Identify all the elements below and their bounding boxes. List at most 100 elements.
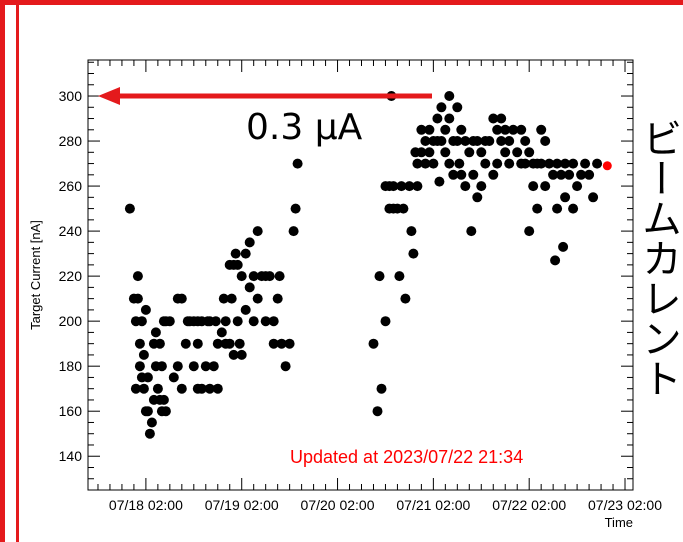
data-point — [472, 136, 483, 146]
data-point — [496, 113, 507, 124]
data-point — [436, 102, 447, 113]
data-point — [176, 383, 187, 394]
data-point — [400, 293, 411, 304]
data-point — [234, 338, 245, 349]
data-point — [432, 113, 443, 124]
data-point — [292, 158, 303, 169]
data-point — [460, 136, 471, 146]
data-point — [420, 136, 431, 146]
data-point — [374, 271, 385, 282]
data-point — [468, 169, 479, 180]
data-point — [552, 203, 563, 214]
data-point — [236, 271, 247, 282]
data-point — [280, 361, 291, 372]
data-point — [144, 428, 155, 439]
data-point — [464, 147, 475, 158]
data-point — [428, 158, 439, 169]
data-point — [248, 271, 259, 282]
data-point — [480, 158, 491, 169]
data-point — [500, 124, 511, 135]
data-point — [164, 316, 175, 327]
y-tick-label: 140 — [59, 448, 83, 464]
data-point — [142, 372, 153, 383]
data-point — [380, 316, 391, 327]
data-point — [398, 203, 409, 214]
data-point — [496, 136, 507, 146]
data-point — [228, 349, 239, 360]
y-tick-label: 260 — [59, 178, 83, 194]
data-point — [448, 169, 459, 180]
frame-inner-rule — [16, 5, 19, 542]
data-point — [584, 169, 595, 180]
data-point — [456, 124, 467, 135]
data-point — [568, 203, 579, 214]
data-point — [588, 192, 599, 203]
data-point — [516, 124, 527, 135]
data-point — [420, 158, 431, 169]
data-point — [160, 406, 171, 417]
data-point — [512, 147, 523, 158]
data-point — [444, 113, 455, 124]
data-point — [248, 316, 259, 327]
x-axis: 07/18 02:00 07/19 02:00 07/20 02:00 07/21 0… — [97, 60, 662, 513]
y-tick-label: 240 — [59, 223, 83, 239]
data-point — [268, 316, 279, 327]
data-point — [452, 102, 463, 113]
data-point — [436, 136, 447, 146]
data-point — [212, 338, 223, 349]
data-point — [130, 383, 141, 394]
data-point — [192, 338, 203, 349]
data-point — [152, 383, 163, 394]
data-point — [504, 136, 515, 146]
data-point — [252, 293, 263, 304]
data-point — [284, 338, 295, 349]
data-point — [460, 181, 471, 192]
data-point — [544, 158, 555, 169]
y-axis-label: Target Current [nA] — [28, 220, 43, 330]
data-point — [216, 327, 227, 338]
data-point — [548, 169, 559, 180]
data-point — [244, 282, 255, 293]
data-point — [560, 192, 571, 203]
data-point — [150, 327, 161, 338]
y-tick-label: 180 — [59, 358, 83, 374]
data-point — [560, 158, 571, 169]
updated-timestamp: Updated at 2023/07/22 21:34 — [290, 447, 523, 467]
y-tick-label: 220 — [59, 268, 83, 284]
data-point — [406, 226, 417, 237]
data-point — [232, 259, 243, 270]
data-point — [492, 124, 503, 135]
data-point — [274, 271, 285, 282]
data-point — [188, 361, 199, 372]
data-point — [132, 293, 143, 304]
data-point — [134, 361, 145, 372]
data-point — [440, 124, 451, 135]
data-point — [556, 169, 567, 180]
data-points — [124, 91, 612, 439]
beam-current-label: ビームカレント — [635, 118, 681, 398]
data-point — [204, 383, 215, 394]
y-axis: 140 160 180 200 220 240 260 280 300 — [59, 61, 633, 480]
data-point — [132, 271, 143, 282]
data-point — [252, 226, 263, 237]
data-point — [572, 181, 583, 192]
y-tick-label: 160 — [59, 403, 83, 419]
data-point — [368, 338, 379, 349]
data-point — [268, 338, 279, 349]
data-point — [376, 383, 387, 394]
data-point — [272, 293, 283, 304]
data-point — [138, 349, 149, 360]
y-tick-label: 200 — [59, 313, 83, 329]
data-point — [290, 203, 301, 214]
data-point — [568, 158, 579, 169]
data-point — [444, 158, 455, 169]
data-point — [452, 136, 463, 146]
data-point — [168, 372, 179, 383]
data-point — [396, 181, 407, 192]
data-point — [232, 316, 243, 327]
data-point — [176, 293, 187, 304]
data-point — [488, 113, 499, 124]
data-point — [424, 124, 435, 135]
x-tick-label: 07/23 02:00 — [588, 497, 662, 513]
